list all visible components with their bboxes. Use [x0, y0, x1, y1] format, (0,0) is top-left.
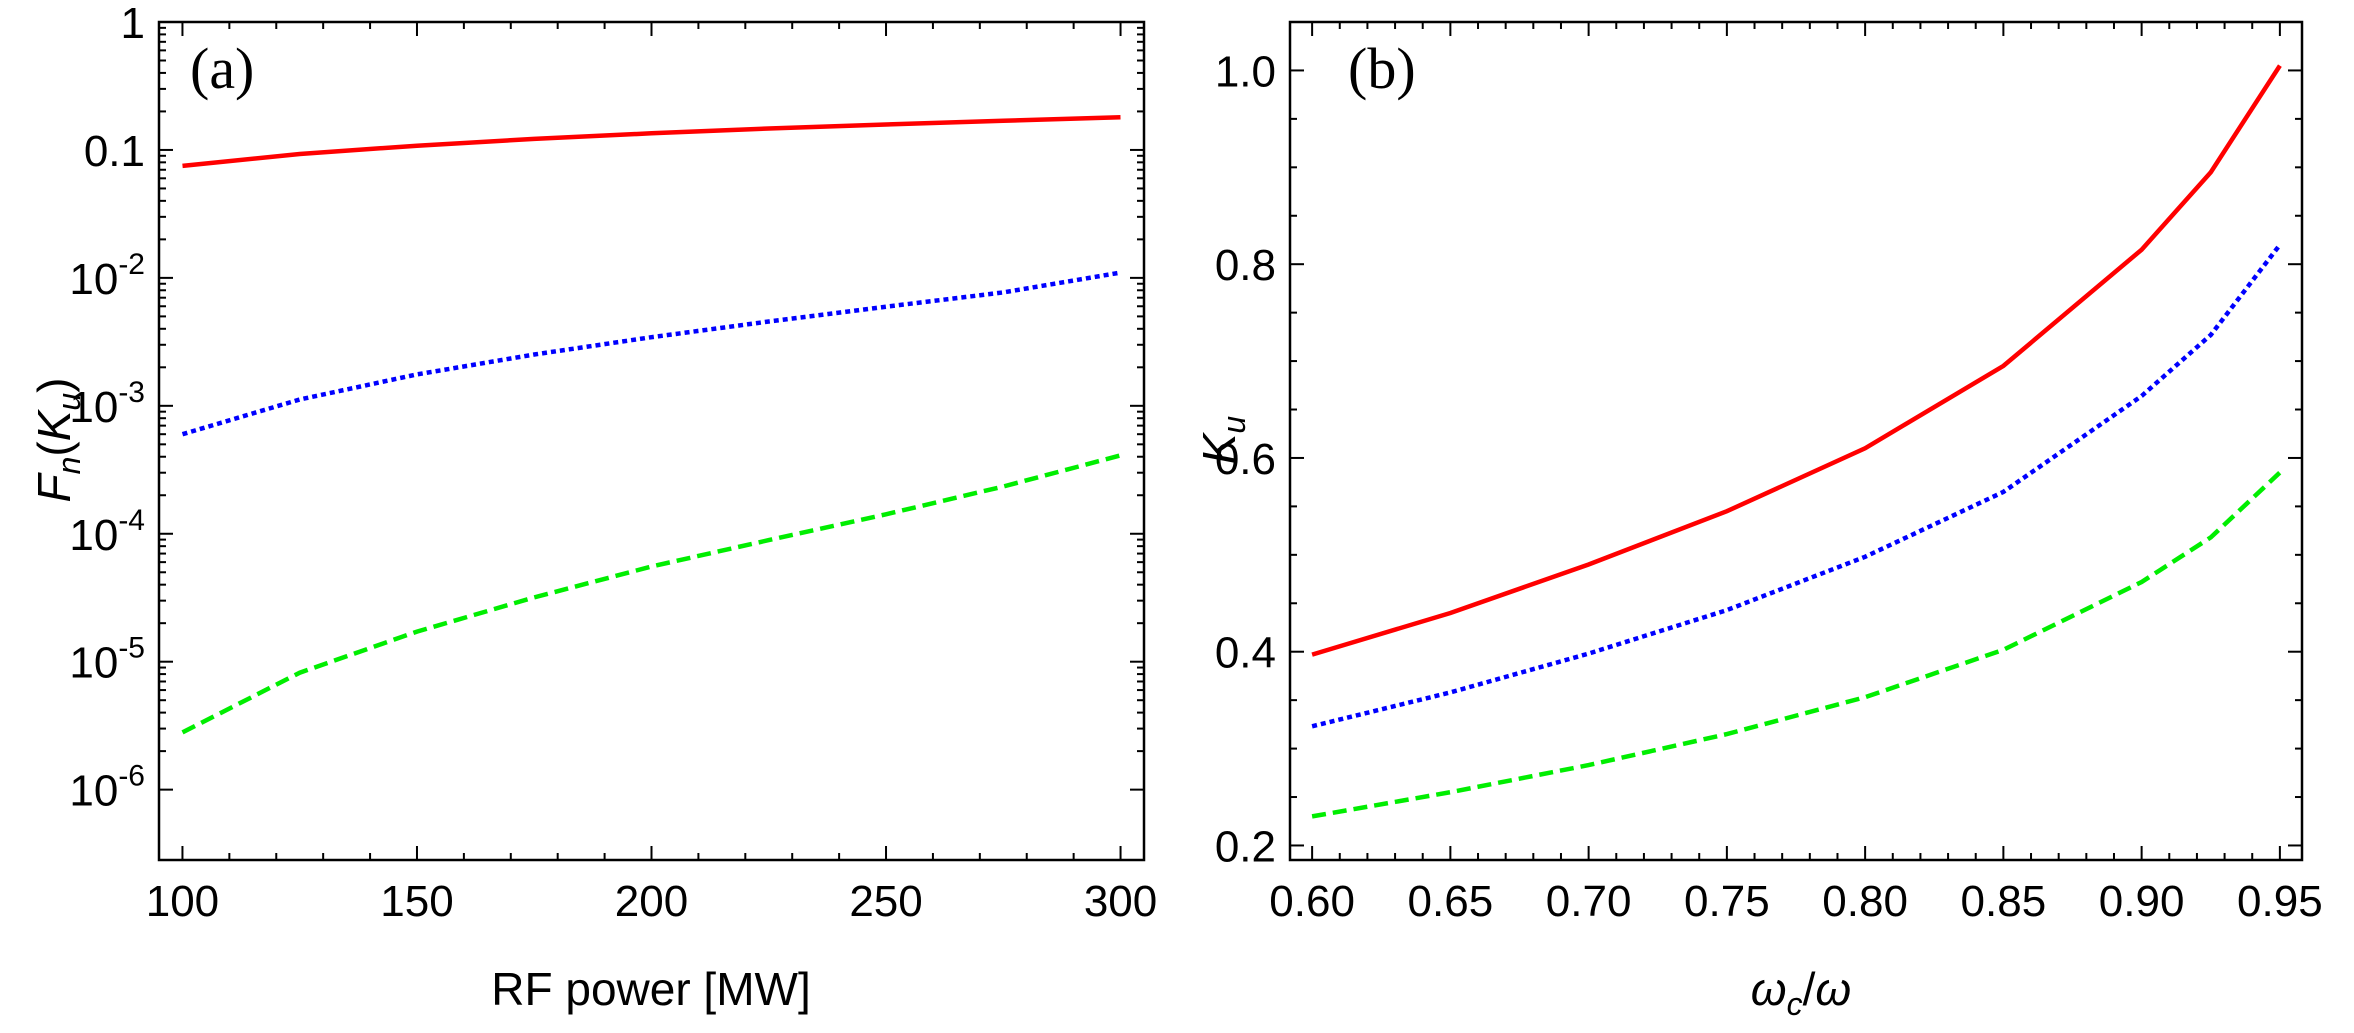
y-tick-label: 10-3	[69, 376, 145, 432]
panel-b: 0.60 0.65 0.70 0.75 0.80 0.85 0.90 0.95 0.2 0.4 0.…	[1193, 20, 2323, 1022]
y-tick-exponent: -6	[118, 760, 145, 793]
ylabel-open-paren: (	[28, 441, 80, 457]
x-tick-label: 0.80	[1822, 877, 1908, 926]
y-tick-exponent: -4	[118, 504, 145, 537]
series-line-dotted	[181, 270, 1121, 437]
x-tick-label: 0.90	[2099, 877, 2185, 926]
x-tick-label: 200	[615, 877, 688, 926]
ylabel-close-paren: )	[28, 377, 80, 392]
panel-a-ylabel: Fn(Ku)	[28, 377, 87, 502]
y-tick-label: 1.0	[1215, 47, 1276, 96]
x-tick-label: 250	[849, 877, 922, 926]
y-tick-label: 10-6	[69, 760, 145, 816]
ylabel-u-sub: u	[1216, 416, 1252, 434]
series-line-dotted	[1311, 243, 2282, 729]
xlabel-omega: ω	[1815, 963, 1851, 1015]
y-tick-label: 0.4	[1215, 629, 1276, 678]
panel-b-ticks: 0.60 0.65 0.70 0.75 0.80 0.85 0.90 0.95 0.2 0.4 0.…	[1215, 21, 2323, 926]
panel-a: 100 150 200 250 30010-610-510-410-310-20.11 …	[28, 0, 1157, 1015]
y-tick-label: 1	[121, 0, 145, 48]
x-tick-label: 0.85	[1961, 877, 2047, 926]
y-tick-base: 10	[69, 511, 118, 560]
x-tick-label: 0.60	[1269, 877, 1355, 926]
x-tick-label: 150	[380, 877, 453, 926]
y-tick-exponent: -5	[118, 632, 145, 665]
series-line-solid	[1311, 64, 2282, 657]
panel-a-series	[181, 115, 1122, 735]
y-tick-label: 10-2	[69, 248, 145, 304]
panel-b-label: (b)	[1348, 36, 1416, 101]
panel-a-frame	[157, 20, 1146, 862]
x-tick-label: 0.75	[1684, 877, 1770, 926]
y-tick-base: 10	[69, 383, 118, 432]
xlabel-slash: /	[1803, 963, 1816, 1015]
y-tick-label: 0.2	[1215, 822, 1276, 871]
panel-b-frame	[1288, 20, 2304, 862]
panel-b-series	[1311, 64, 2282, 819]
panel-a-label: (a)	[190, 36, 254, 101]
panel-b-ylabel: Ku	[1193, 416, 1252, 465]
y-tick-exponent: -3	[118, 376, 145, 409]
x-tick-label: 0.70	[1546, 877, 1632, 926]
y-tick-label: 0.1	[84, 127, 145, 176]
ylabel-u-sub: u	[51, 393, 87, 411]
ylabel-n-sub: n	[51, 457, 87, 475]
y-tick-label: 0.8	[1215, 241, 1276, 290]
y-tick-base: 10	[69, 255, 118, 304]
x-tick-label: 100	[146, 877, 219, 926]
y-tick-base: 10	[69, 767, 118, 816]
x-tick-label: 0.65	[1408, 877, 1494, 926]
ylabel-f: F	[28, 472, 80, 503]
y-tick-label: 10-4	[69, 504, 145, 560]
panel-a-xlabel: RF power [MW]	[491, 963, 810, 1015]
y-tick-exponent: -2	[118, 248, 145, 281]
ylabel-k: K	[28, 408, 80, 441]
xlabel-c-sub: c	[1787, 986, 1803, 1022]
series-line-dashed	[181, 453, 1122, 735]
y-tick-base: 10	[69, 639, 118, 688]
ylabel-k: K	[1193, 431, 1245, 464]
series-line-solid	[182, 115, 1121, 169]
xlabel-omega-c: ω	[1751, 963, 1787, 1015]
x-tick-label: 0.95	[2237, 877, 2323, 926]
y-tick-label: 10-5	[69, 632, 145, 688]
y-tick-label: 0.6	[1215, 435, 1276, 484]
series-line-dashed	[1311, 470, 2282, 819]
x-tick-label: 300	[1084, 877, 1157, 926]
panel-b-xlabel: ωc/ω	[1751, 963, 1851, 1022]
